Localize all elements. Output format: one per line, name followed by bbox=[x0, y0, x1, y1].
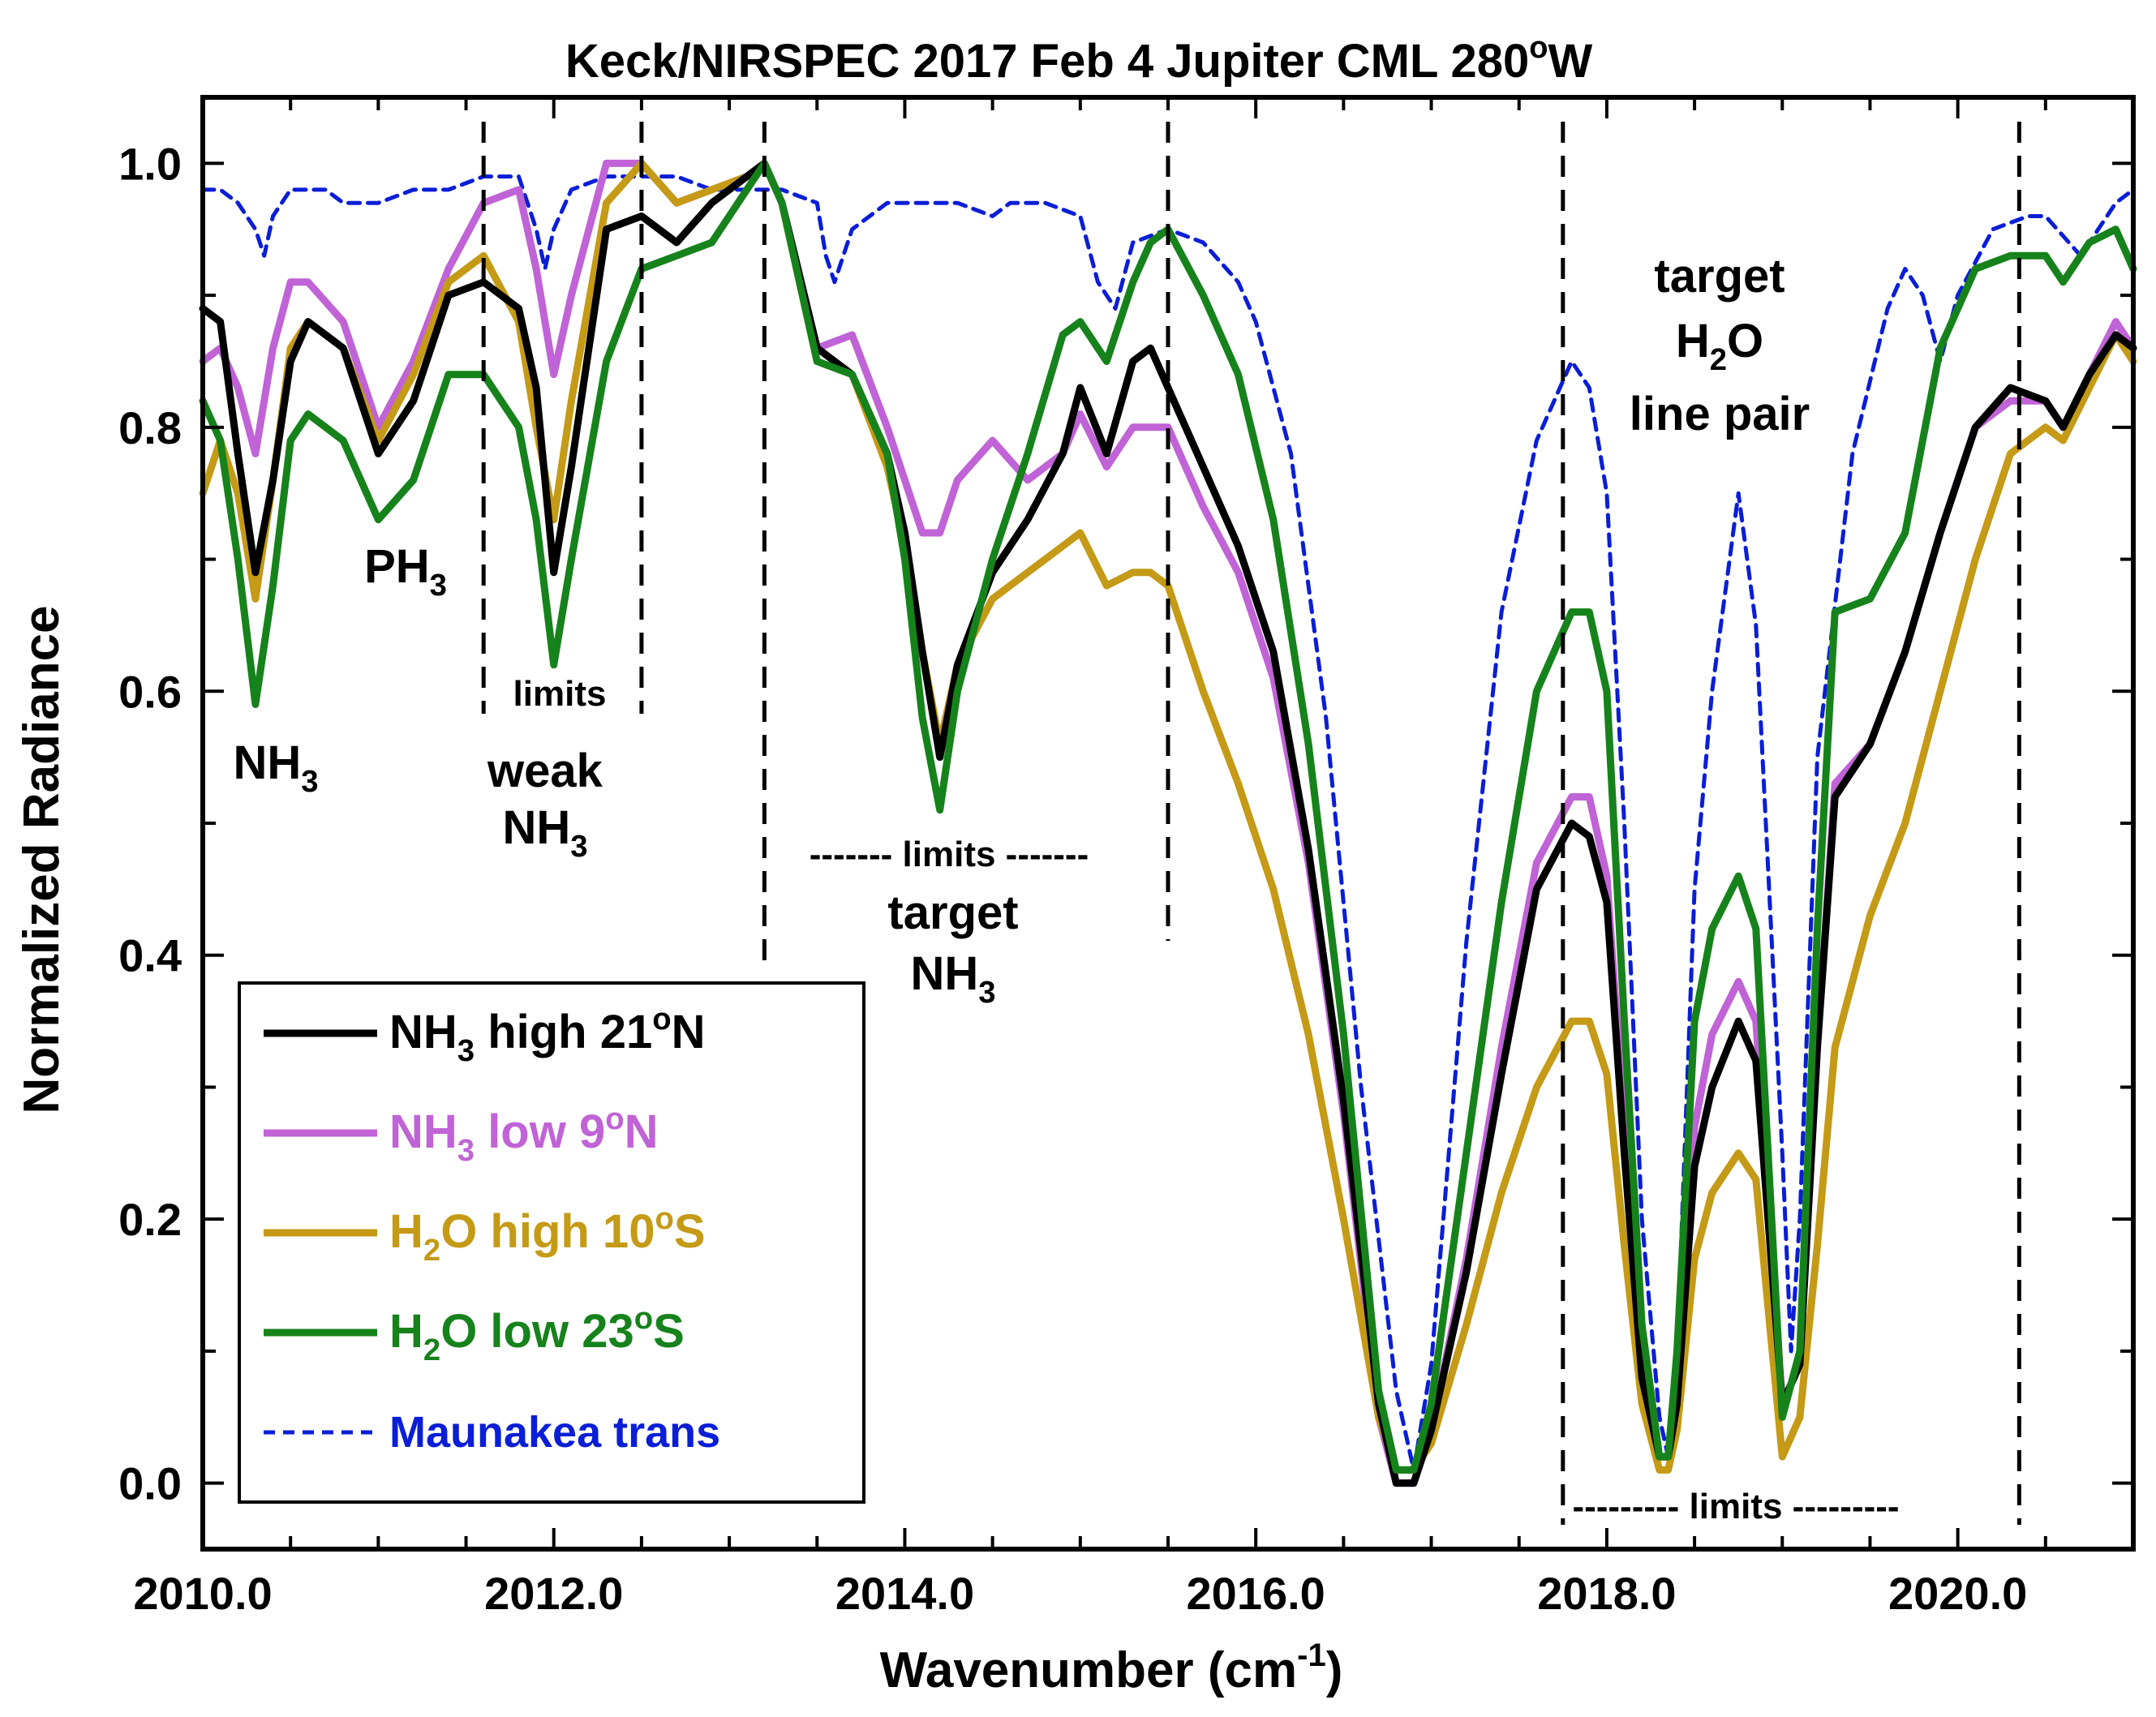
x-axis-label: Wavenumber (cm-1) bbox=[880, 1638, 1343, 1698]
annotation-target-part-0: target bbox=[887, 886, 1018, 939]
legend-label-3-part-1: 2 bbox=[423, 1333, 440, 1367]
annotation-weak-part-0: weak bbox=[487, 745, 603, 797]
annotation-target-h2o-2-part-2: O bbox=[1727, 315, 1763, 367]
series-line-4 bbox=[200, 174, 2136, 1472]
y-tick-label: 0.4 bbox=[118, 930, 182, 981]
annotation-target-nh3-part-0: NH bbox=[910, 947, 978, 1000]
annotation-target-h2o-1-part-0: target bbox=[1654, 250, 1784, 303]
tick-layer: 2010.0 2012.0 2014.0 2016.0 2018.0 2020.0 0.0 0… bbox=[118, 97, 2135, 1619]
legend-label-4: Maunakea trans bbox=[389, 1408, 720, 1457]
x-axis-label-sup: -1 bbox=[1297, 1638, 1326, 1673]
x-tick-label: 2014.0 bbox=[835, 1568, 974, 1619]
legend-label-3-part-3: o bbox=[634, 1301, 653, 1336]
x-tick-label: 2020.0 bbox=[1888, 1568, 2027, 1619]
annotation-nh3-left-part-1: 3 bbox=[301, 764, 318, 799]
x-axis-label-tail: ) bbox=[1326, 1642, 1343, 1698]
annotation-limits-small: limits bbox=[513, 674, 607, 714]
annotation-target-h2o-2-part-1: 2 bbox=[1710, 342, 1727, 377]
legend-label-3-part-4: S bbox=[653, 1305, 685, 1358]
legend-label-1-part-0: NH bbox=[389, 1105, 457, 1158]
legend-label-0-part-1: 3 bbox=[457, 1033, 475, 1068]
legend-label-3-part-2: O low 23 bbox=[440, 1305, 634, 1358]
annotation-target-h2o-3-part-0: line pair bbox=[1630, 388, 1810, 440]
chart-title: Keck/NIRSPEC 2017 Feb 4 Jupiter CML 280o… bbox=[565, 31, 1593, 88]
annotation-target-h2o-1: target bbox=[1654, 250, 1784, 303]
legend-label-2-part-3: o bbox=[655, 1201, 673, 1236]
annotation-target-h2o-2-part-0: H bbox=[1676, 315, 1710, 367]
legend-label-1-part-2: low 9 bbox=[475, 1105, 605, 1158]
annotation-target-nh3: NH3 bbox=[910, 947, 995, 1010]
legend-box bbox=[238, 981, 865, 1504]
legend-label-2-part-0: H bbox=[389, 1205, 423, 1258]
annotation-target-h2o-3: line pair bbox=[1630, 388, 1810, 440]
annotation-weak-nh3-part-1: 3 bbox=[570, 829, 587, 864]
legend-label-0-part-2: high 21 bbox=[475, 1006, 652, 1058]
y-tick-label: 1.0 bbox=[118, 138, 182, 189]
annotation-weak-nh3: NH3 bbox=[502, 801, 587, 864]
x-axis-label-main: Wavenumber (cm bbox=[880, 1642, 1298, 1698]
legend-label-0-part-0: NH bbox=[389, 1006, 457, 1058]
legend-label-2-part-4: S bbox=[674, 1205, 706, 1258]
y-tick-label: 0.2 bbox=[118, 1194, 182, 1245]
y-tick-label: 0.6 bbox=[118, 666, 182, 717]
legend-label-4-part-0: Maunakea trans bbox=[389, 1408, 720, 1457]
x-tick-label: 2018.0 bbox=[1537, 1568, 1676, 1619]
annotation-target-h2o-2: H2O bbox=[1676, 315, 1763, 377]
x-tick-label: 2010.0 bbox=[133, 1568, 272, 1619]
annotation-ph3: PH3 bbox=[364, 540, 447, 603]
chart-title-sup: o bbox=[1529, 31, 1548, 65]
annotation-target-nh3-part-1: 3 bbox=[978, 975, 995, 1010]
plot-frame bbox=[200, 95, 2136, 1552]
y-tick-label: 0.0 bbox=[118, 1458, 182, 1509]
annotation-limits-right: --------- limits --------- bbox=[1572, 1487, 1899, 1526]
legend-label-0-part-4: N bbox=[672, 1006, 706, 1058]
annotation-limits-right-part-0: --------- limits --------- bbox=[1572, 1487, 1899, 1526]
series-line-3 bbox=[199, 159, 2137, 1474]
legend-label-1-part-4: N bbox=[625, 1105, 659, 1158]
legend-label-2-part-1: 2 bbox=[423, 1233, 440, 1268]
x-tick-label: 2016.0 bbox=[1187, 1568, 1325, 1619]
chart-title-main: Keck/NIRSPEC 2017 Feb 4 Jupiter CML 280 bbox=[565, 35, 1529, 88]
legend-label-3-part-0: H bbox=[389, 1305, 423, 1358]
annotation-limits-small-part-0: limits bbox=[513, 674, 607, 714]
annotation-weak-nh3-part-0: NH bbox=[502, 801, 570, 854]
annotation-limits-mid-part-0: ------- limits ------- bbox=[810, 835, 1089, 874]
x-tick-label: 2012.0 bbox=[484, 1568, 623, 1619]
annotation-weak: weak bbox=[487, 745, 603, 797]
annotation-ph3-part-1: 3 bbox=[430, 568, 447, 603]
plot-layer bbox=[199, 159, 2137, 1487]
legend-label-1-part-3: o bbox=[605, 1101, 624, 1136]
annotation-target: target bbox=[887, 886, 1018, 939]
annotation-ph3-part-0: PH bbox=[364, 540, 430, 593]
legend-label-2-part-2: O high 10 bbox=[440, 1205, 655, 1258]
annotation-limits-mid: ------- limits ------- bbox=[810, 835, 1089, 874]
annotation-nh3-left: NH3 bbox=[233, 736, 318, 799]
legend-label-1: NH3 low 9oN bbox=[389, 1101, 659, 1168]
legend-label-0: NH3 high 21oN bbox=[389, 1002, 706, 1068]
legend-label-3: H2O low 23oS bbox=[389, 1301, 685, 1367]
series-line-2 bbox=[199, 159, 2137, 1474]
legend-label-1-part-1: 3 bbox=[457, 1133, 475, 1168]
chart-title-tail: W bbox=[1548, 35, 1592, 88]
legend-label-2: H2O high 10oS bbox=[389, 1201, 706, 1268]
y-tick-label: 0.8 bbox=[118, 402, 182, 453]
annotation-nh3-left-part-0: NH bbox=[233, 736, 301, 789]
y-axis-label: Normalized Radiance bbox=[14, 605, 70, 1114]
legend-label-0-part-3: o bbox=[652, 1002, 671, 1037]
